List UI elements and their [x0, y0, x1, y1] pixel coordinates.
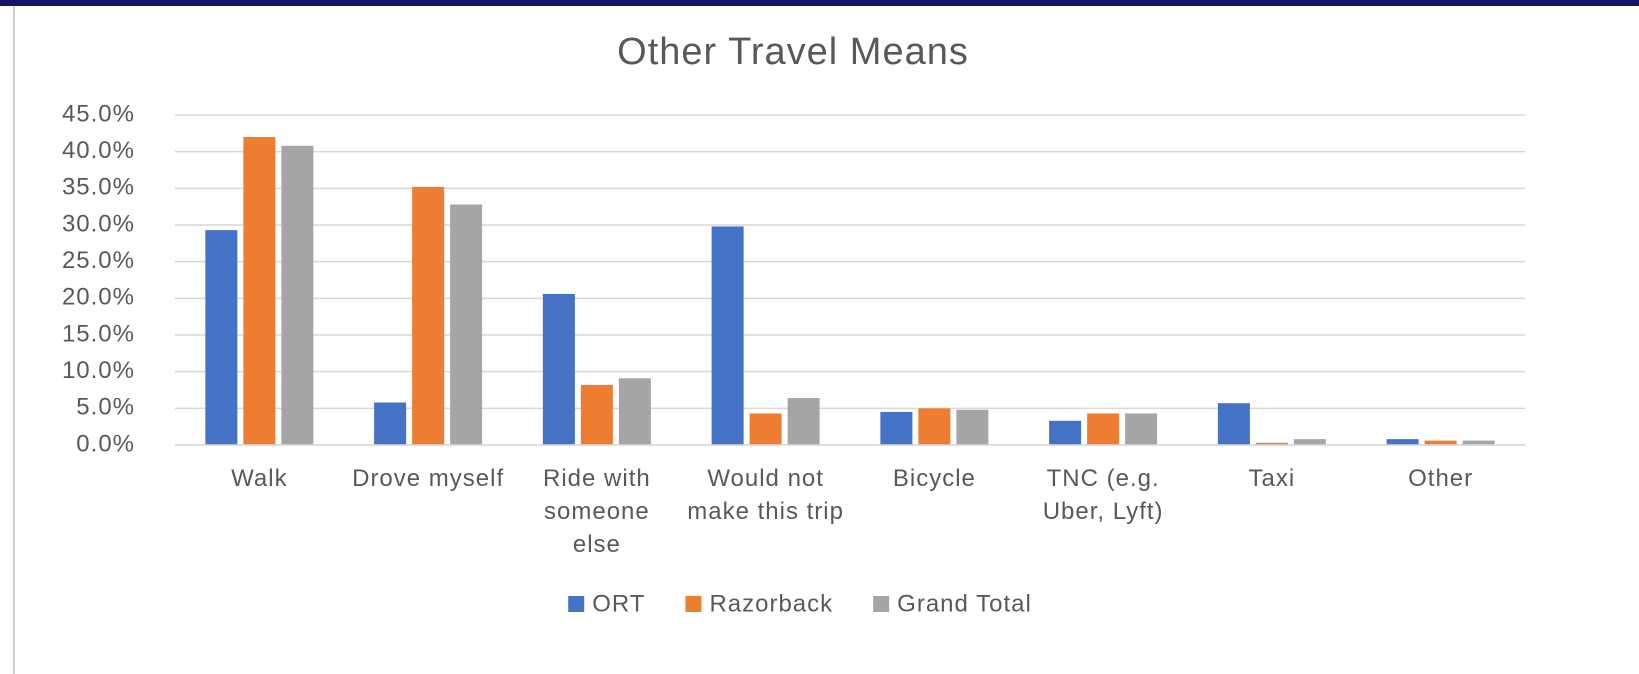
bar: [580, 384, 613, 445]
y-tick-label: 25.0%: [62, 247, 135, 274]
y-tick-label: 40.0%: [62, 137, 135, 164]
bar: [205, 230, 238, 445]
x-tick-label: Walk: [231, 465, 287, 492]
legend-label: Razorback: [709, 590, 833, 617]
bar: [1125, 413, 1158, 445]
chart-title: Other Travel Means: [617, 31, 969, 73]
x-tick-label: TNC (e.g. Uber, Lyft): [1043, 465, 1164, 525]
y-tick-label: 20.0%: [62, 284, 135, 311]
bar: [1462, 440, 1495, 445]
bar: [956, 409, 989, 445]
legend-label: ORT: [592, 590, 645, 617]
x-tick-label: Drove myself: [352, 465, 504, 492]
legend-swatch: [873, 596, 890, 612]
bar: [374, 402, 407, 445]
bar: [412, 186, 445, 445]
bar: [1255, 442, 1288, 445]
bar: [1386, 439, 1419, 445]
bar: [1087, 413, 1120, 445]
bar: [1049, 420, 1082, 445]
bar: [918, 408, 951, 445]
bar: [450, 204, 483, 445]
bar: [1293, 439, 1326, 445]
bar: [1217, 403, 1250, 445]
bar: [711, 226, 744, 445]
bar: [749, 413, 782, 445]
x-tick-label: Ride with someone else: [543, 465, 651, 558]
x-tick-label: Taxi: [1249, 465, 1296, 492]
bar: [1424, 440, 1457, 445]
bar: [618, 378, 651, 445]
bar: [787, 398, 820, 445]
x-tick-label: Would not make this trip: [687, 465, 844, 525]
y-tick-label: 0.0%: [76, 430, 135, 457]
top-border: [0, 0, 1639, 6]
bar: [880, 412, 913, 445]
legend-swatch: [685, 596, 702, 612]
x-tick-label: Bicycle: [893, 465, 976, 492]
bar: [281, 145, 314, 446]
legend-label: Grand Total: [897, 590, 1032, 617]
legend-swatch: [568, 596, 585, 612]
y-tick-label: 15.0%: [62, 320, 135, 347]
bar: [542, 293, 575, 445]
y-tick-label: 30.0%: [62, 210, 135, 237]
x-tick-label: Other: [1408, 465, 1473, 492]
y-tick-label: 5.0%: [76, 394, 135, 421]
y-tick-label: 10.0%: [62, 357, 135, 384]
y-tick-label: 45.0%: [62, 100, 135, 127]
y-tick-label: 35.0%: [62, 174, 135, 201]
bar: [243, 137, 276, 445]
